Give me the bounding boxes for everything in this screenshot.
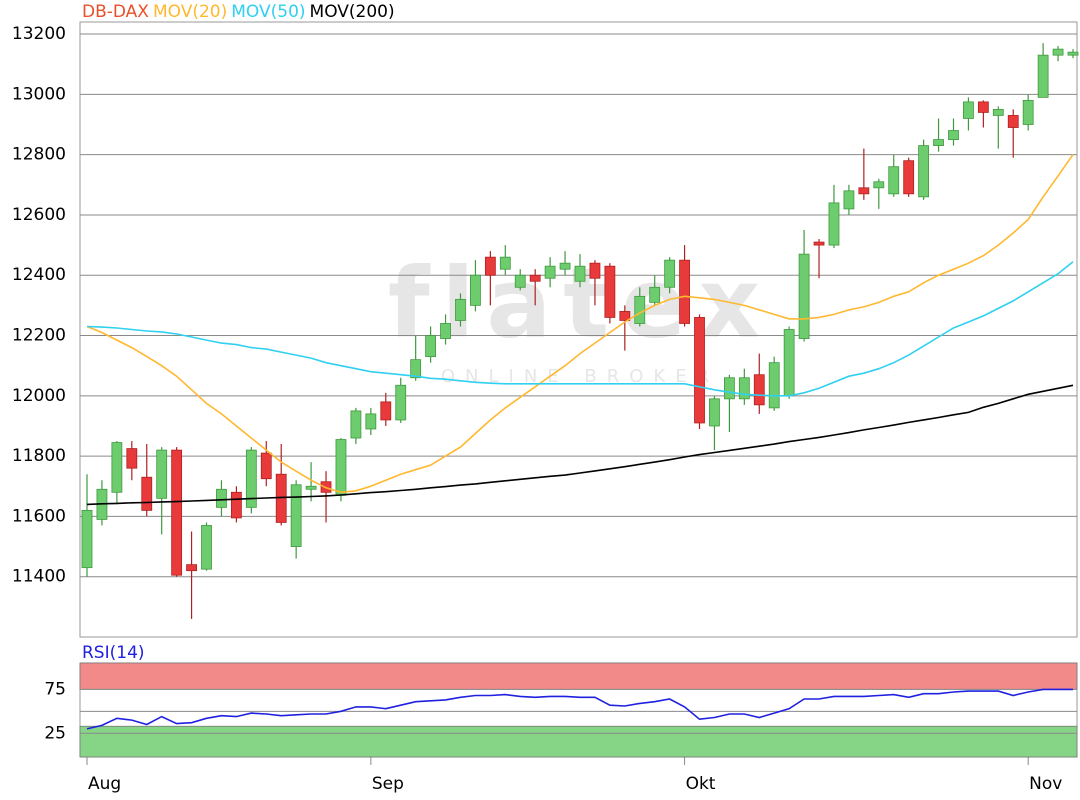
candle-body bbox=[335, 439, 347, 496]
y-tick-label: 11800 bbox=[12, 446, 66, 466]
candle-body bbox=[783, 329, 795, 397]
candle-body bbox=[903, 160, 915, 195]
y-tick-label: 75 bbox=[44, 679, 66, 699]
y-tick-label: 12000 bbox=[12, 386, 66, 406]
candle-body bbox=[171, 449, 183, 576]
candle-body bbox=[260, 452, 272, 480]
candle-body bbox=[694, 317, 705, 424]
legend-entry: MOV(50) bbox=[231, 2, 305, 22]
candle-body bbox=[709, 398, 720, 427]
candle-body bbox=[380, 401, 392, 421]
candle-body bbox=[604, 265, 616, 318]
candle-body bbox=[544, 265, 556, 279]
main-panel bbox=[79, 21, 1078, 638]
candle-body bbox=[933, 139, 944, 147]
candle-body bbox=[81, 509, 93, 569]
x-tick-label: Nov bbox=[1029, 774, 1062, 794]
candle-body bbox=[738, 377, 750, 400]
candle-body bbox=[1067, 51, 1079, 56]
candle-body bbox=[111, 442, 123, 493]
candle-body bbox=[963, 101, 974, 119]
candle-body bbox=[873, 181, 885, 189]
series-line bbox=[86, 384, 1074, 506]
candle-body bbox=[230, 491, 242, 519]
candle-body bbox=[141, 476, 153, 511]
zone-band bbox=[79, 725, 1078, 758]
candle-body bbox=[245, 449, 257, 508]
panel-label: RSI(14) bbox=[82, 643, 145, 663]
candle-body bbox=[1022, 99, 1034, 125]
legend-entry: MOV(20) bbox=[153, 2, 227, 22]
candle-body bbox=[410, 359, 422, 379]
candle-body bbox=[216, 488, 227, 508]
candle-body bbox=[186, 564, 197, 572]
y-tick-label: 12200 bbox=[12, 326, 66, 346]
candle-body bbox=[813, 241, 825, 246]
candle-body bbox=[723, 377, 735, 400]
candle-body bbox=[529, 274, 541, 282]
y-tick-label: 11600 bbox=[12, 506, 66, 526]
candle-body bbox=[156, 449, 168, 499]
y-tick-label: 13200 bbox=[12, 24, 66, 44]
candle-body bbox=[664, 259, 676, 288]
candle-body bbox=[843, 190, 855, 210]
watermark-tagline: ONLINE BROKER bbox=[441, 366, 719, 387]
candle-body bbox=[290, 484, 302, 547]
candle-body bbox=[484, 256, 496, 276]
candle-body bbox=[753, 374, 765, 406]
candle-body bbox=[1052, 48, 1064, 56]
candle-body bbox=[977, 101, 989, 113]
y-tick-label: 25 bbox=[44, 723, 66, 743]
series-line bbox=[86, 261, 1074, 397]
candle-body bbox=[126, 448, 138, 469]
candle-body bbox=[365, 413, 377, 430]
candle-body bbox=[649, 286, 661, 303]
candle-body bbox=[305, 485, 317, 490]
y-tick-label: 12800 bbox=[12, 145, 66, 165]
candle-body bbox=[679, 259, 690, 324]
y-tick-label: 11400 bbox=[12, 567, 66, 587]
candle-body bbox=[948, 130, 959, 140]
legend-entry: MOV(200) bbox=[310, 2, 395, 22]
candle-body bbox=[858, 187, 870, 195]
y-tick-label: 13000 bbox=[12, 84, 66, 104]
candle-body bbox=[918, 145, 930, 198]
candle-body bbox=[350, 410, 362, 439]
candle-body bbox=[559, 262, 571, 270]
candle-body bbox=[514, 274, 526, 288]
chart-title: DB-DAX bbox=[82, 2, 149, 22]
candle-body bbox=[470, 274, 481, 306]
zone-band bbox=[79, 662, 1078, 690]
candle-body bbox=[888, 166, 900, 195]
candle-body bbox=[589, 262, 601, 279]
candle-body bbox=[798, 253, 810, 339]
y-tick-label: 12600 bbox=[12, 205, 66, 225]
candle-body bbox=[440, 323, 451, 339]
series-line bbox=[86, 154, 1074, 494]
y-tick-label: 12400 bbox=[12, 265, 66, 285]
candle-body bbox=[574, 265, 586, 282]
candle-body bbox=[992, 109, 1004, 116]
candle-body bbox=[201, 525, 212, 570]
x-tick-label: Sep bbox=[372, 774, 404, 794]
candle-body bbox=[1007, 115, 1019, 128]
candle-body bbox=[768, 362, 780, 409]
x-tick-label: Aug bbox=[88, 774, 121, 794]
series-line bbox=[86, 688, 1073, 730]
candle-body bbox=[425, 335, 437, 358]
candle-body bbox=[828, 202, 840, 246]
candle-body bbox=[1037, 54, 1049, 98]
candle-body bbox=[499, 256, 511, 270]
candle-body bbox=[455, 298, 466, 321]
x-tick-label: Okt bbox=[686, 774, 716, 794]
candle-body bbox=[395, 384, 407, 421]
candle-body bbox=[634, 295, 646, 324]
candle-body bbox=[619, 311, 631, 321]
